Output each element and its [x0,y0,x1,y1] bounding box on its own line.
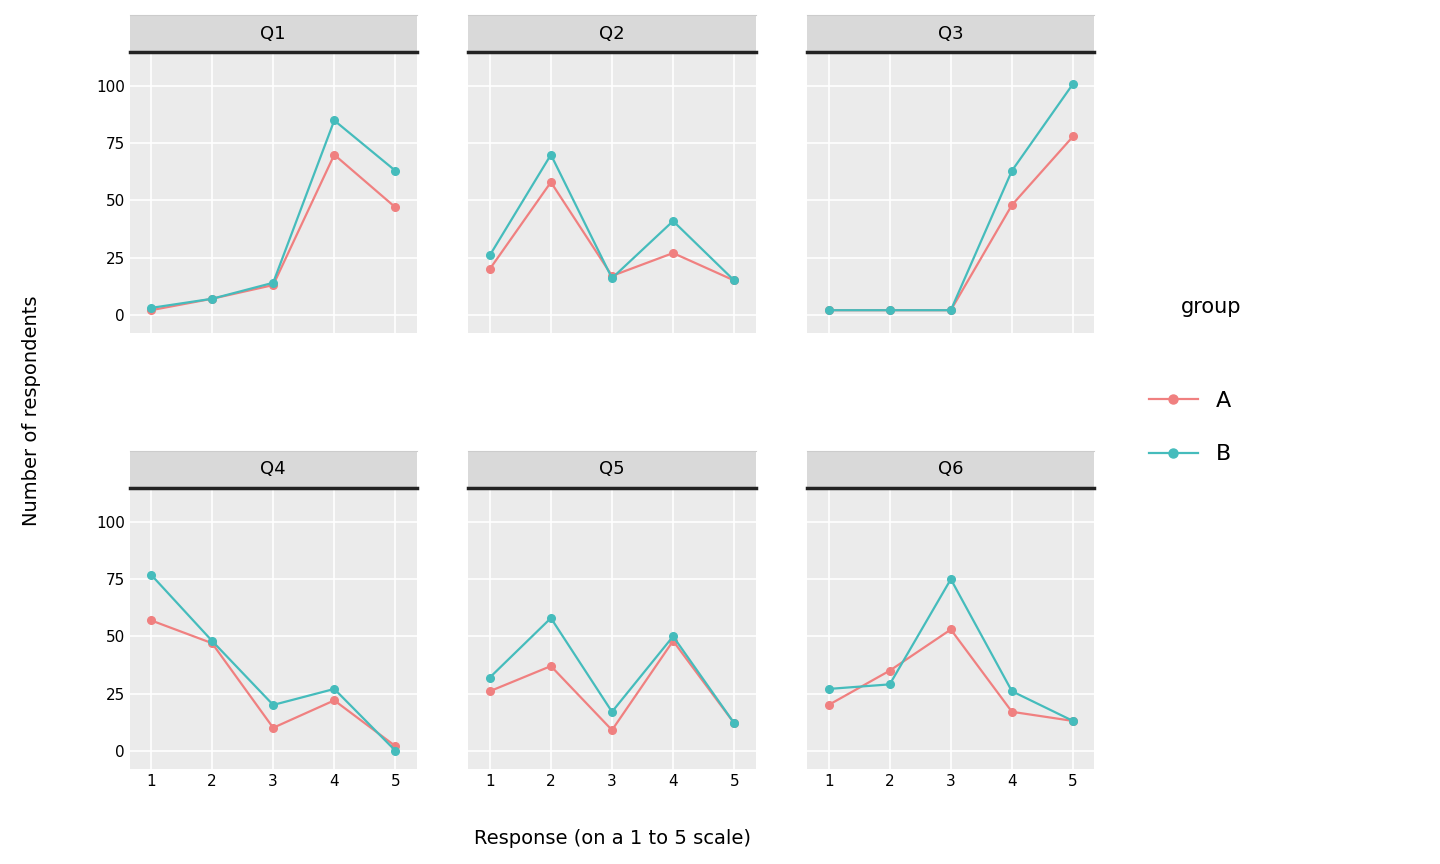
Bar [468,451,756,488]
Bar [130,451,416,488]
Text: Q4: Q4 [261,461,287,479]
Text: Number of respondents: Number of respondents [22,295,42,525]
Bar [808,451,1094,488]
Text: Q5: Q5 [599,461,625,479]
Text: Response (on a 1 to 5 scale): Response (on a 1 to 5 scale) [474,829,750,848]
Bar [130,16,416,52]
Text: group: group [1181,296,1241,317]
Bar [468,16,756,52]
Legend: A, B: A, B [1149,391,1231,464]
Text: Q6: Q6 [937,461,963,479]
Text: Q1: Q1 [261,24,287,42]
Text: Q2: Q2 [599,24,625,42]
Bar [808,16,1094,52]
Text: Q3: Q3 [937,24,963,42]
